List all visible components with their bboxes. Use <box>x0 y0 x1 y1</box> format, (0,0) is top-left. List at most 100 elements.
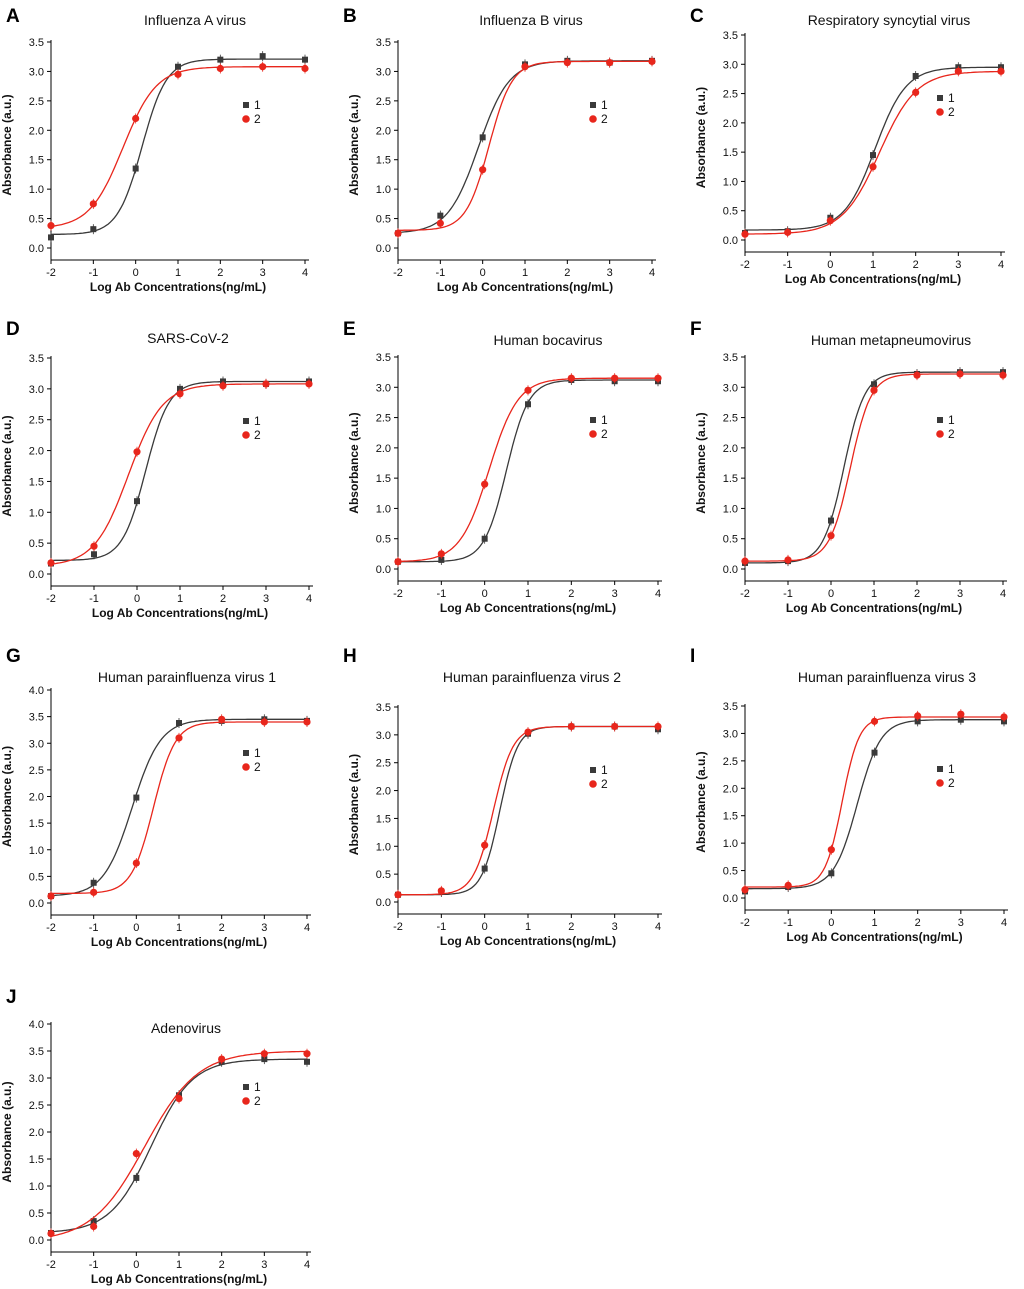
x-axis-label: Log Ab Concentrations(ng/mL) <box>440 934 616 948</box>
legend-marker-1 <box>243 102 249 108</box>
data-point-series-2 <box>175 1094 183 1103</box>
x-axis-label: Log Ab Concentrations(ng/mL) <box>92 606 268 620</box>
y-tick-label: 3.0 <box>376 730 391 742</box>
data-point-series-1 <box>302 56 308 63</box>
data-point-series-2 <box>741 886 749 894</box>
data-point-series-2 <box>437 887 445 895</box>
x-tick-label: 1 <box>175 267 181 279</box>
y-tick-label: 0.0 <box>723 564 738 576</box>
y-tick-label: 2.0 <box>376 786 391 798</box>
data-point-series-2 <box>175 734 183 742</box>
y-tick-label: 1.5 <box>723 811 738 823</box>
x-tick-label: 1 <box>525 921 531 933</box>
legend-label-1: 1 <box>948 413 955 427</box>
y-tick-label: 0.0 <box>723 893 738 905</box>
y-tick-label: 2.5 <box>376 413 391 425</box>
data-point-series-1 <box>90 226 97 233</box>
x-tick-label: -1 <box>435 267 445 279</box>
x-axis-label: Log Ab Concentrations(ng/mL) <box>90 280 266 294</box>
y-tick-label: 0.5 <box>29 214 44 226</box>
data-point-series-2 <box>305 380 313 388</box>
data-point-series-2 <box>957 710 965 718</box>
y-tick-label: 0.0 <box>376 897 391 909</box>
y-tick-label: 1.5 <box>29 155 44 167</box>
data-point-series-1 <box>870 152 876 159</box>
data-point-series-1 <box>438 556 445 563</box>
data-point-series-1 <box>48 234 54 241</box>
fit-curve-series-1 <box>50 718 307 897</box>
y-tick-label: 1.0 <box>376 841 391 853</box>
x-tick-label: 2 <box>568 921 574 933</box>
data-point-series-2 <box>1000 713 1008 721</box>
x-tick-label: 3 <box>612 588 618 600</box>
legend-label-2: 2 <box>601 112 608 126</box>
y-tick-label: 2.5 <box>376 758 391 770</box>
y-tick-label: 0.0 <box>29 898 44 910</box>
y-tick-label: 2.5 <box>723 756 738 768</box>
data-point-series-2 <box>784 556 792 564</box>
y-tick-label: 3.5 <box>29 37 44 49</box>
data-point-series-2 <box>563 59 571 67</box>
data-point-series-2 <box>914 712 922 720</box>
y-tick-label: 0.0 <box>29 1235 44 1247</box>
x-tick-label: -2 <box>46 922 56 934</box>
panel-d: D SARS-CoV-2 Log Ab Concentrations(ng/mL) A… <box>0 319 313 620</box>
legend-label-2: 2 <box>254 760 261 774</box>
x-tick-label: 2 <box>564 267 570 279</box>
y-tick-label: 1.5 <box>29 476 44 488</box>
data-point-series-1 <box>259 53 266 60</box>
y-tick-label: 3.0 <box>376 66 391 78</box>
data-point-series-2 <box>218 715 226 723</box>
data-point-series-1 <box>525 401 531 408</box>
y-tick-label: 3.5 <box>376 352 391 364</box>
legend-marker-2 <box>242 431 250 439</box>
data-point-series-2 <box>956 370 964 378</box>
fit-curve-series-2 <box>398 60 652 231</box>
data-point-series-2 <box>869 163 877 171</box>
y-tick-label: 2.5 <box>723 413 738 425</box>
x-tick-label: -1 <box>89 593 99 605</box>
data-point-series-2 <box>648 57 656 66</box>
legend-marker-2 <box>589 780 597 788</box>
fit-curve-series-1 <box>745 719 1004 890</box>
y-tick-label: 3.0 <box>723 59 738 71</box>
data-point-series-1 <box>437 212 444 219</box>
panel-h: H Human parainfluenza virus 2 Log Ab Conce… <box>343 646 662 948</box>
y-tick-label: 2.0 <box>376 125 391 137</box>
y-tick-label: 3.0 <box>29 1073 44 1085</box>
data-point-series-2 <box>784 881 792 889</box>
y-tick-label: 1.0 <box>376 184 391 196</box>
y-axis-label: Absorbance (a.u.) <box>0 746 14 847</box>
y-tick-label: 3.0 <box>376 382 391 394</box>
data-point-series-2 <box>567 374 575 382</box>
y-tick-label: 1.5 <box>376 813 391 825</box>
panel-letter: A <box>6 6 20 27</box>
data-point-series-1 <box>91 551 97 558</box>
data-point-series-2 <box>90 542 98 550</box>
x-tick-label: 4 <box>306 593 312 605</box>
y-tick-label: 2.5 <box>29 765 44 777</box>
y-tick-label: 3.5 <box>723 701 738 713</box>
data-point-series-2 <box>521 63 529 71</box>
data-point-series-2 <box>954 67 962 75</box>
x-tick-label: -1 <box>88 267 98 279</box>
x-tick-label: -1 <box>89 1259 99 1271</box>
data-point-series-2 <box>481 841 489 849</box>
x-tick-label: 1 <box>870 259 876 271</box>
x-tick-label: -1 <box>783 588 793 600</box>
data-point-series-2 <box>479 166 487 174</box>
x-tick-label: 2 <box>913 259 919 271</box>
y-axis-label: Absorbance (a.u.) <box>694 87 708 188</box>
panel-j: J Adenovirus Log Ab Concentrations(ng/mL) A… <box>0 987 311 1286</box>
y-tick-label: 1.0 <box>723 838 738 850</box>
data-point-series-2 <box>606 59 614 67</box>
chart-title: Human bocavirus <box>494 332 603 348</box>
panel-g: G Human parainfluenza virus 1 Log Ab Conce… <box>0 646 311 949</box>
data-point-series-2 <box>826 217 834 225</box>
y-tick-label: 1.5 <box>376 473 391 485</box>
legend-label-1: 1 <box>254 746 261 760</box>
data-point-series-2 <box>47 222 55 230</box>
x-tick-label: -1 <box>89 922 99 934</box>
legend-marker-2 <box>242 1097 250 1105</box>
fit-curve-series-2 <box>50 1050 308 1237</box>
